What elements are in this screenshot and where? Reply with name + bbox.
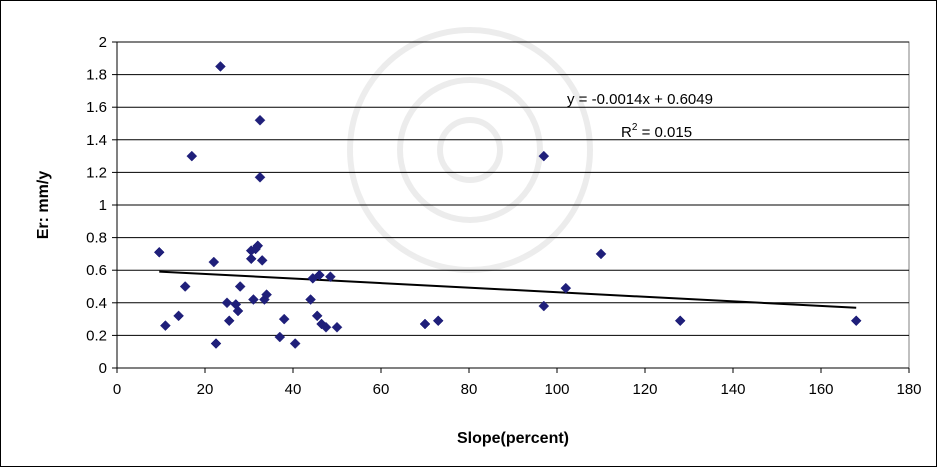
data-point-marker	[419, 318, 431, 330]
data-point-marker	[215, 61, 226, 72]
data-point-marker	[331, 321, 343, 333]
data-point-marker	[538, 300, 550, 312]
data-point-marker	[223, 315, 235, 327]
data-point-marker	[320, 321, 332, 333]
x-tick-label: 80	[461, 381, 478, 398]
trendline-group	[159, 270, 857, 309]
data-point-marker	[850, 315, 862, 327]
data-point-marker	[274, 331, 286, 343]
trendline-equation: y = -0.0014x + 0.6049	[567, 91, 713, 108]
axes: 00.20.40.60.811.21.41.61.820 20 40 60 80 100 1…	[86, 34, 921, 398]
data-point-marker	[560, 282, 572, 294]
data-point-marker	[232, 305, 244, 317]
x-axis-title: Slope(percent)	[457, 430, 569, 447]
x-tick-label: 100	[544, 381, 569, 398]
x-tick-label: 40	[285, 381, 302, 398]
y-tick-label: 1	[99, 197, 107, 214]
y-tick-label: 0.6	[86, 262, 107, 279]
data-point-marker	[254, 114, 266, 126]
x-tick-label: 20	[197, 381, 214, 398]
y-tick-label: 1.4	[86, 132, 107, 149]
r-squared-prefix: R	[621, 124, 632, 141]
x-tick-label: 60	[373, 381, 390, 398]
data-point-marker	[305, 294, 316, 305]
x-tick-label: 160	[808, 381, 833, 398]
data-point-marker	[186, 150, 198, 162]
x-tick-label: 0	[113, 381, 121, 398]
data-point-marker	[325, 271, 336, 283]
y-tick-label: 0	[99, 360, 107, 377]
data-point-marker	[221, 297, 233, 309]
x-tick-label: 180	[896, 381, 921, 398]
data-point-marker	[160, 320, 171, 331]
y-tick-label: 0.8	[86, 230, 107, 247]
y-axis-title: Er: mm/y	[35, 171, 52, 240]
r-squared-value: = 0.015	[637, 124, 692, 141]
data-point-marker	[173, 310, 184, 322]
data-point-marker	[234, 281, 246, 292]
data-point-marker	[674, 315, 686, 327]
linear-trendline	[159, 270, 857, 309]
y-tick-label: 1.2	[86, 164, 107, 181]
data-point-marker	[595, 248, 607, 260]
data-point-marker	[153, 246, 165, 258]
gridlines	[117, 41, 909, 336]
data-point-marker	[314, 269, 325, 281]
data-point-marker	[538, 150, 550, 162]
data-point-marker	[311, 310, 323, 322]
x-tick-label: 120	[632, 381, 657, 398]
x-tick-label: 140	[720, 381, 745, 398]
data-point-marker	[278, 313, 290, 325]
data-point-marker	[254, 171, 266, 183]
y-tick-label: 1.6	[86, 99, 107, 116]
r-squared-label: R2 = 0.015	[621, 122, 692, 141]
y-tick-label: 2	[99, 34, 107, 51]
data-point-marker	[289, 338, 301, 349]
data-point-marker	[261, 289, 272, 301]
data-point-marker	[248, 294, 259, 305]
data-point-marker	[179, 281, 191, 292]
y-tick-label: 0.4	[86, 295, 107, 312]
data-point-marker	[208, 256, 220, 268]
data-point-marker	[210, 338, 222, 349]
data-point-marker	[256, 255, 268, 266]
y-tick-label: 0.2	[86, 327, 107, 344]
y-tick-label: 1.8	[86, 67, 107, 84]
data-point-marker	[245, 253, 257, 265]
data-point-marker	[432, 315, 444, 327]
data-point-marker	[252, 240, 264, 252]
r-squared-superscript: 2	[632, 122, 638, 133]
data-points	[153, 61, 862, 349]
